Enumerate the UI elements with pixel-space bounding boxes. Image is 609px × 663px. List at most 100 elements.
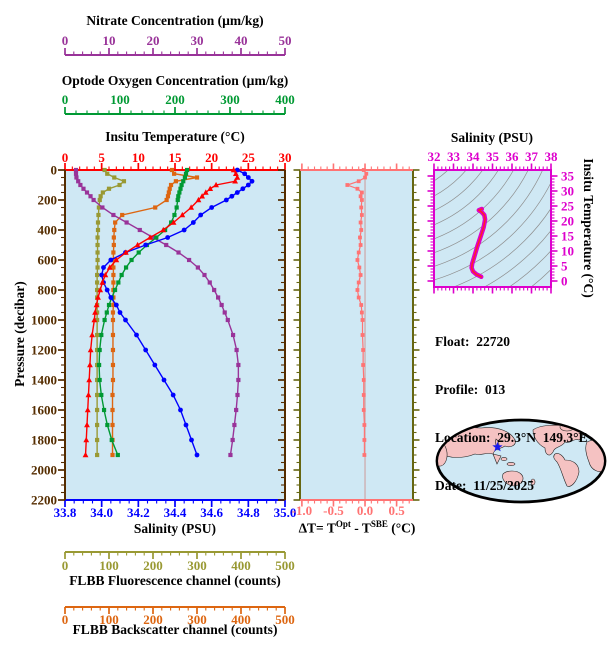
tick-label: 15 (561, 229, 575, 244)
tick-label: 0 (62, 92, 69, 107)
tick-label: 38 (545, 149, 559, 164)
backscatter-axis-title: FLBB Backscatter channel (counts) (72, 622, 278, 637)
tick-label: 34 (467, 149, 481, 164)
delta-t-title-part: - T (350, 520, 371, 536)
tick-label: 1400 (31, 373, 57, 388)
tick-label: 10 (561, 244, 574, 259)
tick-label: 5 (98, 150, 105, 165)
salinity-psu-profile (99, 167, 255, 458)
tick-label: 10 (132, 150, 145, 165)
tick-label: -0.5 (323, 503, 344, 518)
tick-label: 300 (220, 92, 240, 107)
delta-t-plot-background (300, 170, 413, 500)
tick-label: 200 (143, 558, 163, 573)
tick-label: 34.2 (127, 505, 150, 520)
tick-label: 200 (38, 193, 58, 208)
salinity-axis-title: Salinity (PSU) (133, 521, 217, 536)
tick-label: 2200 (31, 493, 57, 508)
ts-plot-background (434, 170, 551, 287)
tick-label: 0 (62, 150, 69, 165)
tick-label: 0 (62, 558, 69, 573)
tick-label: 500 (275, 558, 295, 573)
flbb-fluorescence-channel-counts-profile (95, 167, 127, 458)
tick-label: 30 (279, 150, 292, 165)
date-line: Date: 11/25/2025 (435, 478, 534, 493)
nitrate-concentration-m-kg-profile (73, 167, 241, 458)
tick-label: -1.0 (292, 503, 313, 518)
tick-label: 34.6 (200, 505, 223, 520)
tick-label: 34.8 (237, 505, 260, 520)
tick-label: 32 (428, 149, 441, 164)
delta-t-title-sup-opt: Opt (335, 519, 351, 529)
tick-label: 20 (205, 150, 218, 165)
ts-curve-core (470, 208, 486, 278)
tick-label: 40 (235, 33, 248, 48)
tick-label: 100 (99, 612, 119, 627)
tick-label: 5 (561, 259, 568, 274)
tick-label: 0.5 (388, 503, 405, 518)
tick-label: 400 (38, 223, 58, 238)
temperature-axis-title: Insitu Temperature (°C) (105, 129, 245, 144)
tick-label: 33.8 (54, 505, 77, 520)
tick-label: 400 (231, 558, 251, 573)
tick-label: 0 (62, 33, 69, 48)
tick-label: 10 (103, 33, 116, 48)
tick-label: 500 (275, 612, 295, 627)
ts-temperature-axis-title: Insitu Temperature (°C) (581, 158, 596, 298)
float-info-block: Float: 22720 Profile: 013 Location: 29.3… (435, 302, 588, 526)
tick-label: 35.0 (274, 505, 297, 520)
tick-label: 20 (147, 33, 160, 48)
profile-line: Profile: 013 (435, 382, 506, 397)
tick-label: 0.0 (357, 503, 373, 518)
tick-label: 25 (242, 150, 256, 165)
fluorescence-axis-title: FLBB Fluorescence channel (counts) (69, 573, 281, 588)
tick-label: 36 (506, 149, 520, 164)
tick-label: 1600 (31, 403, 57, 418)
world-map (435, 418, 607, 504)
tick-label: 35 (486, 149, 500, 164)
float-id-line: Float: 22720 (435, 334, 510, 349)
tick-label: 33 (447, 149, 461, 164)
nitrate-axis-title: Nitrate Concentration (µm/kg) (86, 13, 264, 28)
delta-t-title-sup-sbe: SBE (370, 519, 388, 529)
tick-label: 34.4 (164, 505, 187, 520)
tick-label: 15 (169, 150, 183, 165)
tick-label: 300 (187, 558, 207, 573)
tick-label: 34.0 (90, 505, 113, 520)
delta-t-title-part: (°C) (387, 520, 416, 536)
delta-t-axis-title: ΔT= TOpt - TSBE (°C) (257, 519, 457, 537)
pressure-axis-title: Pressure (decibar) (12, 281, 27, 387)
tick-label: 1800 (31, 433, 57, 448)
tick-label: 800 (38, 283, 58, 298)
tick-label: 30 (191, 33, 204, 48)
tick-label: 200 (165, 92, 185, 107)
tick-label: 400 (275, 92, 295, 107)
tick-label: 400 (231, 612, 251, 627)
ts-salinity-axis-title: Salinity (PSU) (450, 130, 534, 145)
tick-label: 35 (561, 169, 575, 184)
tick-label: 100 (99, 558, 119, 573)
insitu-temperature-c-profile (82, 166, 241, 458)
tick-label: 1000 (31, 313, 57, 328)
tick-label: 100 (110, 92, 130, 107)
tick-label: 0 (51, 163, 58, 178)
tick-label: 37 (525, 149, 539, 164)
tick-label: 2000 (31, 463, 57, 478)
float-location-marker (492, 441, 503, 452)
tick-label: 1200 (31, 343, 57, 358)
delta-t-curve (345, 168, 369, 457)
location-line: Location: 29.3°N 149.3°E (435, 430, 588, 445)
map-continents (438, 422, 604, 487)
delta-t-title-part: ΔT= T (298, 520, 336, 536)
tick-label: 200 (143, 612, 163, 627)
tick-label: 50 (279, 33, 292, 48)
tick-label: 0 (561, 274, 568, 289)
oxygen-axis-title: Optode Oxygen Concentration (µm/kg) (61, 73, 289, 88)
tick-label: 600 (38, 253, 58, 268)
tick-label: 25 (561, 199, 575, 214)
tick-label: 0 (62, 612, 69, 627)
tick-label: 20 (561, 214, 574, 229)
tick-label: 300 (187, 612, 207, 627)
